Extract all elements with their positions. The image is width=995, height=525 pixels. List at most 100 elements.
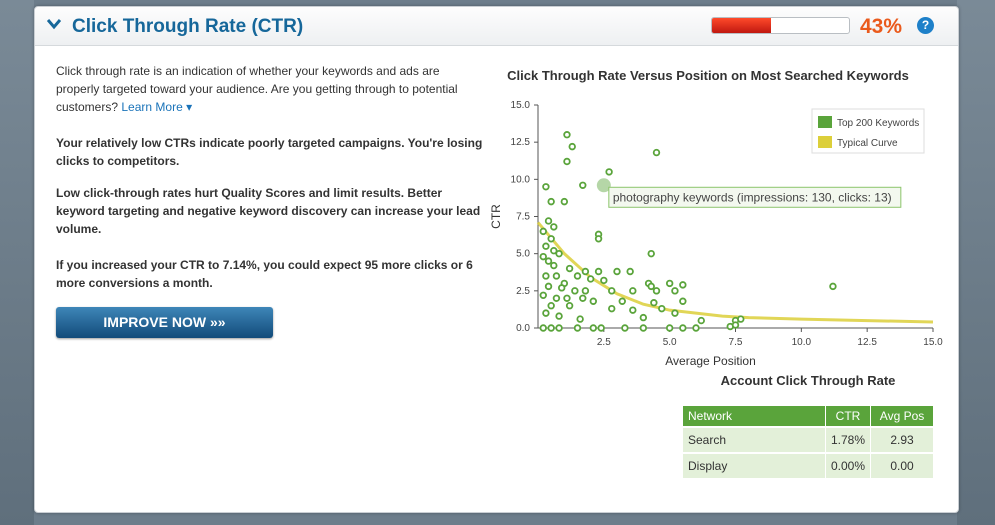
keyword-point[interactable] bbox=[652, 287, 661, 295]
keyword-point[interactable] bbox=[652, 148, 661, 157]
keyword-point[interactable] bbox=[542, 183, 550, 191]
keyword-point[interactable] bbox=[542, 242, 550, 250]
keyword-point[interactable] bbox=[692, 324, 700, 332]
score-progress-fill bbox=[712, 18, 771, 33]
keyword-point[interactable] bbox=[550, 261, 558, 270]
keyword-point[interactable] bbox=[594, 235, 603, 243]
intro-body: Click through rate is an indication of w… bbox=[56, 64, 458, 114]
keyword-point[interactable] bbox=[639, 313, 648, 322]
keyword-point[interactable] bbox=[547, 301, 555, 310]
keyword-point[interactable] bbox=[629, 306, 637, 314]
tooltip-text: photography keywords (impressions: 130, … bbox=[613, 190, 892, 204]
y-tick-label: 2.5 bbox=[516, 286, 530, 297]
keyword-point[interactable] bbox=[679, 281, 687, 289]
keyword-point[interactable] bbox=[542, 272, 550, 280]
keyword-point[interactable] bbox=[550, 246, 558, 255]
tooltip-box bbox=[608, 186, 902, 208]
y-axis-label: CTR bbox=[489, 204, 503, 229]
x-tick-label: 2.5 bbox=[597, 337, 611, 348]
keyword-point[interactable] bbox=[829, 282, 837, 291]
keyword-point[interactable] bbox=[552, 294, 561, 302]
y-tick-label: 10.0 bbox=[511, 174, 531, 185]
keyword-point[interactable] bbox=[589, 324, 597, 332]
keyword-point[interactable] bbox=[737, 315, 745, 323]
keyword-point[interactable] bbox=[597, 324, 605, 332]
keyword-point[interactable] bbox=[594, 267, 603, 276]
keyword-point[interactable] bbox=[608, 304, 616, 313]
keyword-point[interactable] bbox=[560, 197, 569, 206]
keyword-point[interactable] bbox=[573, 272, 582, 280]
keyword-point[interactable] bbox=[586, 275, 595, 283]
y-tick-label: 5.0 bbox=[516, 249, 530, 260]
keyword-point[interactable] bbox=[629, 287, 637, 295]
message-1: Your relatively low CTRs indicate poorly… bbox=[56, 136, 483, 168]
keyword-point[interactable] bbox=[539, 324, 547, 332]
keyword-point[interactable] bbox=[573, 324, 582, 332]
keyword-point[interactable] bbox=[539, 252, 547, 261]
keyword-point[interactable] bbox=[539, 291, 547, 299]
panel-header[interactable]: Click Through Rate (CTR) 43% ? bbox=[35, 7, 958, 46]
keyword-point[interactable] bbox=[665, 324, 674, 332]
cell-avg-pos: 0.00 bbox=[870, 452, 935, 478]
message-2: Low click-through rates hurt Quality Sco… bbox=[56, 186, 481, 236]
chevron-down-icon[interactable] bbox=[47, 17, 61, 31]
keyword-point[interactable] bbox=[563, 131, 571, 139]
keyword-point[interactable] bbox=[679, 297, 687, 305]
x-tick-label: 5.0 bbox=[663, 337, 677, 348]
x-tick-label: 10.0 bbox=[792, 337, 812, 348]
improve-now-button[interactable]: IMPROVE NOW »» bbox=[56, 307, 273, 338]
keyword-point[interactable] bbox=[665, 279, 674, 288]
table-row: Display 0.00% 0.00 bbox=[683, 452, 935, 478]
intro-text: Click through rate is an indication of w… bbox=[56, 62, 486, 116]
keyword-point[interactable] bbox=[639, 324, 648, 332]
keyword-point[interactable] bbox=[579, 181, 587, 189]
keyword-point[interactable] bbox=[544, 217, 553, 225]
keyword-point[interactable] bbox=[563, 157, 571, 166]
keyword-point[interactable] bbox=[555, 249, 563, 258]
keyword-point[interactable] bbox=[626, 267, 634, 276]
highlighted-point[interactable] bbox=[596, 178, 611, 193]
keyword-point[interactable] bbox=[565, 301, 574, 310]
legend-swatch bbox=[818, 116, 832, 128]
keyword-point[interactable] bbox=[576, 315, 584, 323]
keyword-point[interactable] bbox=[547, 235, 555, 243]
keyword-point[interactable] bbox=[647, 249, 655, 258]
keyword-point[interactable] bbox=[555, 312, 563, 320]
keyword-point[interactable] bbox=[679, 324, 687, 332]
keyword-point[interactable] bbox=[544, 282, 553, 291]
keyword-point[interactable] bbox=[671, 287, 679, 295]
keyword-point[interactable] bbox=[552, 272, 561, 280]
keyword-point[interactable] bbox=[563, 294, 571, 302]
keyword-point[interactable] bbox=[671, 309, 679, 317]
keyword-point[interactable] bbox=[697, 316, 705, 325]
keyword-point[interactable] bbox=[579, 294, 587, 302]
keyword-point[interactable] bbox=[605, 168, 613, 176]
keyword-point[interactable] bbox=[621, 324, 629, 332]
help-icon[interactable]: ? bbox=[917, 17, 934, 34]
keyword-point[interactable] bbox=[650, 299, 658, 307]
keyword-point[interactable] bbox=[647, 282, 655, 291]
legend-label: Typical Curve bbox=[837, 138, 898, 149]
keyword-point[interactable] bbox=[539, 227, 547, 236]
keyword-point[interactable] bbox=[568, 142, 576, 151]
improve-now-label: IMPROVE NOW bbox=[103, 314, 207, 330]
keyword-point[interactable] bbox=[613, 267, 621, 276]
keyword-point[interactable] bbox=[547, 324, 555, 332]
keyword-point[interactable] bbox=[557, 284, 566, 292]
keyword-point[interactable] bbox=[550, 223, 558, 231]
keyword-point[interactable] bbox=[547, 197, 555, 206]
keyword-point[interactable] bbox=[608, 287, 616, 295]
keyword-point[interactable] bbox=[555, 324, 563, 332]
keyword-point[interactable] bbox=[581, 287, 590, 295]
keyword-point[interactable] bbox=[565, 264, 574, 273]
keyword-point[interactable] bbox=[618, 297, 626, 305]
keyword-point[interactable] bbox=[571, 287, 579, 295]
keyword-point[interactable] bbox=[544, 257, 553, 265]
keyword-point[interactable] bbox=[581, 267, 590, 276]
learn-more-link[interactable]: Learn More ▾ bbox=[121, 100, 193, 114]
keyword-point[interactable] bbox=[542, 309, 550, 317]
keyword-point[interactable] bbox=[658, 304, 666, 313]
keyword-point[interactable] bbox=[589, 297, 597, 305]
keyword-point[interactable] bbox=[731, 321, 740, 329]
keyword-point[interactable] bbox=[600, 276, 608, 285]
